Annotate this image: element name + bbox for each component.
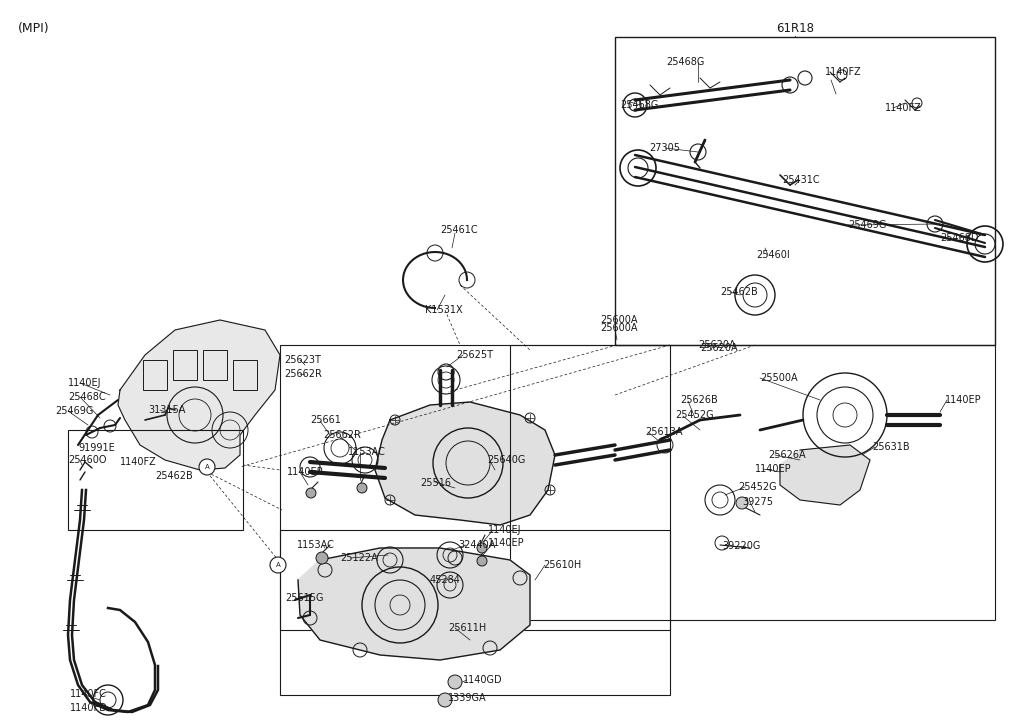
Text: 31315A: 31315A <box>148 405 186 415</box>
Circle shape <box>270 557 286 573</box>
Text: 25461C: 25461C <box>439 225 478 235</box>
Circle shape <box>477 543 487 553</box>
Polygon shape <box>375 402 555 525</box>
Text: 91991E: 91991E <box>78 443 115 453</box>
Text: 1140EP: 1140EP <box>287 467 324 477</box>
Text: 25452G: 25452G <box>675 410 714 420</box>
Text: 25620A: 25620A <box>698 340 736 350</box>
Text: 25468G: 25468G <box>620 100 659 110</box>
Text: 27305: 27305 <box>649 143 680 153</box>
Text: 1339GA: 1339GA <box>448 693 486 703</box>
Text: A: A <box>276 562 280 568</box>
Text: 25462B: 25462B <box>720 287 758 297</box>
Text: 25610H: 25610H <box>543 560 582 570</box>
Text: 25626A: 25626A <box>768 450 806 460</box>
Text: 25462B: 25462B <box>155 471 193 481</box>
Text: 39275: 39275 <box>742 497 773 507</box>
Text: 25625T: 25625T <box>456 350 493 360</box>
Text: 1140FD: 1140FD <box>70 703 108 713</box>
Text: K1531X: K1531X <box>425 305 463 315</box>
Text: 1153AC: 1153AC <box>297 540 335 550</box>
Text: 1140EP: 1140EP <box>945 395 982 405</box>
Text: 1153AC: 1153AC <box>348 447 386 457</box>
Bar <box>280 345 670 630</box>
Bar <box>280 530 670 695</box>
Text: 25613A: 25613A <box>645 427 682 437</box>
Text: 1140EP: 1140EP <box>755 464 792 474</box>
Text: 32440A: 32440A <box>458 540 495 550</box>
Text: 25468D: 25468D <box>940 233 978 243</box>
Text: 25640G: 25640G <box>487 455 526 465</box>
Text: 25600A: 25600A <box>600 323 637 333</box>
Bar <box>510 345 995 620</box>
Text: 1140FC: 1140FC <box>70 689 107 699</box>
Text: 25460O: 25460O <box>68 455 107 465</box>
Text: 25620A: 25620A <box>700 343 738 353</box>
Text: 45284: 45284 <box>430 575 461 585</box>
Text: A: A <box>205 464 209 470</box>
Text: 1140FZ: 1140FZ <box>825 67 862 77</box>
Text: 61R18: 61R18 <box>776 22 814 35</box>
Text: 25615G: 25615G <box>285 593 324 603</box>
Text: 25662R: 25662R <box>284 369 322 379</box>
Circle shape <box>438 693 452 707</box>
Text: (MPI): (MPI) <box>18 22 50 35</box>
Circle shape <box>199 459 215 475</box>
Circle shape <box>357 483 367 493</box>
Polygon shape <box>780 445 870 505</box>
Bar <box>615 37 995 345</box>
Text: 1140EJ: 1140EJ <box>68 378 102 388</box>
Polygon shape <box>298 548 530 660</box>
Text: 39220G: 39220G <box>722 541 760 551</box>
Text: 1140EJ: 1140EJ <box>488 525 522 535</box>
Text: 25661: 25661 <box>310 415 341 425</box>
Text: 25469G: 25469G <box>848 220 886 230</box>
Text: 25631B: 25631B <box>872 442 909 452</box>
Text: 1140GD: 1140GD <box>463 675 502 685</box>
Text: 25626B: 25626B <box>680 395 718 405</box>
Text: 25431C: 25431C <box>782 175 820 185</box>
Circle shape <box>736 497 748 509</box>
Text: 25611H: 25611H <box>448 623 486 633</box>
Text: 25516: 25516 <box>420 478 451 488</box>
Bar <box>173 350 197 380</box>
Text: 25460I: 25460I <box>756 250 790 260</box>
Circle shape <box>316 552 328 564</box>
Text: 1140FZ: 1140FZ <box>120 457 156 467</box>
Bar <box>203 350 227 380</box>
Text: 1140EP: 1140EP <box>488 538 525 548</box>
Text: 25468C: 25468C <box>68 392 106 402</box>
Text: 25469G: 25469G <box>55 406 93 416</box>
Circle shape <box>306 488 316 498</box>
Bar <box>143 360 167 390</box>
Bar <box>68 430 243 530</box>
Text: 25662R: 25662R <box>323 430 361 440</box>
Polygon shape <box>118 320 280 470</box>
Text: 25122A: 25122A <box>340 553 378 563</box>
Text: 25468G: 25468G <box>666 57 704 67</box>
Bar <box>233 360 257 390</box>
Circle shape <box>477 556 487 566</box>
Text: 25600A: 25600A <box>600 315 637 325</box>
Text: 25452G: 25452G <box>738 482 776 492</box>
Text: 25623T: 25623T <box>284 355 321 365</box>
Circle shape <box>448 675 462 689</box>
Text: 25500A: 25500A <box>760 373 798 383</box>
Text: 1140FZ: 1140FZ <box>885 103 922 113</box>
